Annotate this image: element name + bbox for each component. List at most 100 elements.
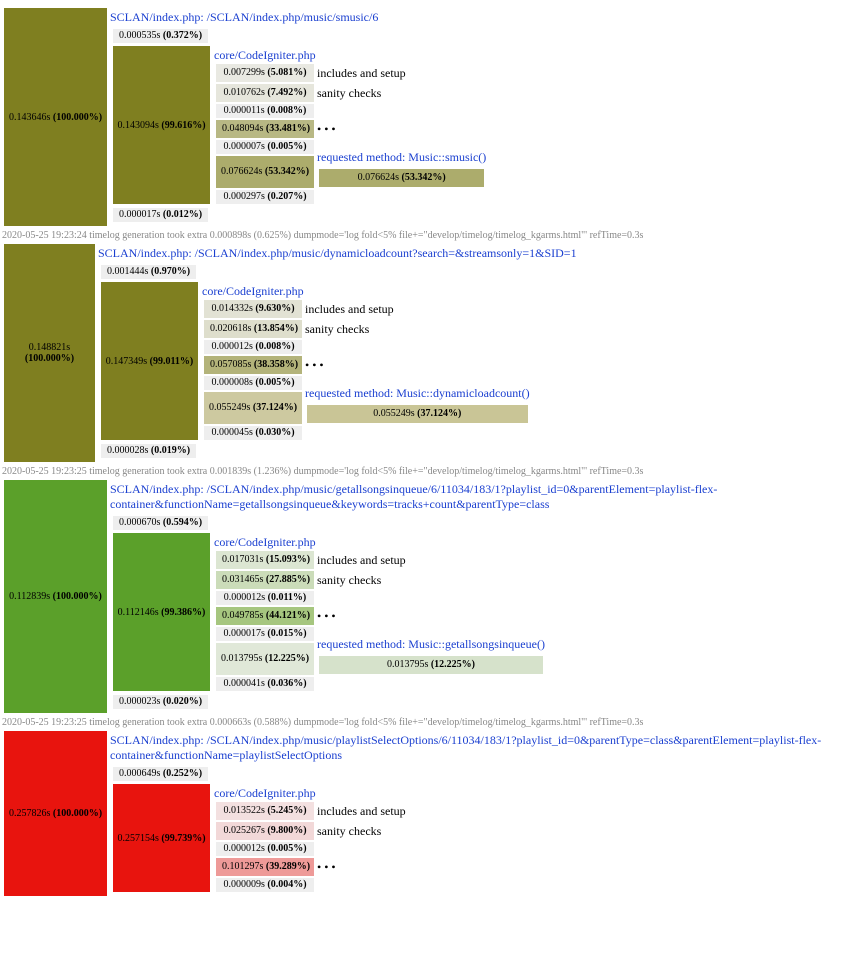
timing-block: 0.143646s (100.000%) SCLAN/index.php: /SC… (4, 8, 856, 226)
tail-timing: 0.000017s (0.012%) (113, 208, 209, 222)
timing-cell: 0.031465s (27.885%) (216, 571, 314, 589)
time: 0.000649s (119, 768, 161, 779)
row-label: • • • (317, 608, 336, 623)
method-link[interactable]: requested method: Music::getallsongsinqu… (317, 636, 545, 651)
timing-row: 0.010762s (7.492%) sanity checks (213, 84, 486, 102)
core-timing: 0.147349s (99.011%) (106, 356, 194, 367)
time: 0.000023s (119, 696, 161, 707)
method: requested method: Music::dynamicloadcoun… (305, 386, 530, 424)
cell-text: 0.000012s (0.008%) (211, 341, 294, 352)
timing-cell: 0.000009s (0.004%) (216, 878, 314, 892)
cell-text: 0.049785s (44.121%) (222, 610, 310, 621)
core-section: 0.147349s (99.011%) core/CodeIgniter.php 0… (101, 282, 577, 440)
row-label: includes and setup (317, 552, 406, 567)
time: 0.257154s (117, 832, 159, 844)
percent: (12.225%) (264, 653, 310, 664)
percent: (5.245%) (267, 805, 307, 816)
row-label: includes and setup (317, 803, 406, 818)
url-link[interactable]: SCLAN/index.php: /SCLAN/index.php/music/… (110, 10, 379, 24)
timing-row: 0.000041s (0.036%) (213, 677, 545, 691)
timing-row: 0.000045s (0.030%) (201, 426, 530, 440)
time: 0.147349s (105, 355, 148, 367)
timing-row: 0.101297s (39.289%) • • • (213, 858, 406, 876)
cell-text: 0.000007s (0.005%) (223, 141, 306, 152)
core-section: 0.143094s (99.616%) core/CodeIgniter.php 0… (113, 46, 486, 204)
method-timing: 0.013795s (12.225%) (319, 655, 543, 674)
row-label: sanity checks (317, 572, 382, 587)
url-link[interactable]: SCLAN/index.php: /SCLAN/index.php/music/… (98, 246, 577, 260)
cell-text: 0.013522s (5.245%) (223, 805, 306, 816)
percent: (12.225%) (430, 658, 476, 670)
percent: (9.630%) (255, 303, 295, 314)
time: 0.055249s (373, 407, 415, 419)
percent: (99.739%) (161, 832, 206, 844)
time: 0.020618s (210, 323, 252, 334)
time: 0.000009s (223, 879, 265, 890)
timing-row: 0.055249s (37.124%) requested method: Mus… (201, 386, 530, 424)
time: 0.000017s (223, 628, 265, 639)
time: 0.048094s (222, 123, 264, 134)
pre-timing: 0.000649s (0.252%) (113, 767, 209, 781)
core-bar: 0.257154s (99.739%) (113, 784, 210, 892)
cell-text: 0.031465s (27.885%) (222, 574, 310, 585)
time: 0.055249s (208, 402, 251, 413)
url-link[interactable]: SCLAN/index.php: /SCLAN/index.php/music/… (110, 482, 718, 511)
block-detail: SCLAN/index.php: /SCLAN/index.php/music/… (95, 244, 577, 462)
core-label[interactable]: core/CodeIgniter.php (202, 284, 304, 298)
timing-cell: 0.000007s (0.005%) (216, 140, 314, 154)
timing-row: 0.000007s (0.005%) (213, 140, 486, 154)
timing-row: 0.000017s (0.015%) (213, 627, 545, 641)
percent: (100.000%) (52, 111, 103, 123)
core-label[interactable]: core/CodeIgniter.php (214, 48, 316, 62)
url-link[interactable]: SCLAN/index.php: /SCLAN/index.php/music/… (110, 733, 822, 762)
core-bar: 0.147349s (99.011%) (101, 282, 198, 440)
block-detail: SCLAN/index.php: /SCLAN/index.php/music/… (107, 731, 856, 896)
root-bar: 0.112839s (100.000%) (4, 480, 107, 713)
timing-cell: 0.017031s (15.093%) (216, 551, 314, 569)
time: 0.000007s (223, 141, 265, 152)
cell-text: 0.000012s (0.011%) (224, 592, 307, 603)
timing-block: 0.257826s (100.000%) SCLAN/index.php: /SC… (4, 731, 856, 896)
core-timing: 0.143094s (99.616%) (117, 120, 205, 131)
cell-text: 0.055249s (37.124%) (209, 402, 297, 414)
core-label[interactable]: core/CodeIgniter.php (214, 535, 316, 549)
timing-row: 0.000009s (0.004%) (213, 878, 406, 892)
time: 0.049785s (222, 610, 264, 621)
time: 0.076624s (220, 166, 263, 177)
cell-text: 0.010762s (7.492%) (223, 87, 306, 98)
log-line: 2020-05-25 19:23:24 timelog generation t… (2, 230, 644, 241)
percent: (0.004%) (267, 879, 307, 890)
method-link[interactable]: requested method: Music::dynamicloadcoun… (305, 385, 530, 400)
timing-cell: 0.000011s (0.008%) (216, 104, 314, 118)
tail-timing: 0.000028s (0.019%) (101, 444, 197, 458)
core-timing: 0.112146s (99.386%) (118, 607, 206, 618)
row-label: includes and setup (305, 301, 394, 316)
percent: (53.342%) (401, 171, 446, 183)
cell-text: 0.017031s (15.093%) (222, 554, 310, 565)
log-line: 2020-05-25 19:23:25 timelog generation t… (2, 717, 644, 728)
percent: (9.800%) (267, 825, 307, 836)
timing-row: 0.000012s (0.011%) (213, 591, 545, 605)
core-section: 0.112146s (99.386%) core/CodeIgniter.php 0… (113, 533, 856, 691)
row-label: sanity checks (317, 85, 382, 100)
row-label: sanity checks (305, 321, 370, 336)
timing-cell: 0.013522s (5.245%) (216, 802, 314, 820)
percent: (0.011%) (267, 592, 307, 603)
percent: (5.081%) (267, 67, 307, 78)
core-section: 0.257154s (99.739%) core/CodeIgniter.php 0… (113, 784, 856, 892)
row-label: sanity checks (317, 823, 382, 838)
time: 0.010762s (223, 87, 265, 98)
percent: (0.005%) (267, 843, 307, 854)
timing-row: 0.031465s (27.885%) sanity checks (213, 571, 545, 589)
timing-row: 0.025267s (9.800%) sanity checks (213, 822, 406, 840)
method-link[interactable]: requested method: Music::smusic() (317, 149, 487, 164)
block-detail: SCLAN/index.php: /SCLAN/index.php/music/… (107, 8, 486, 226)
time: 0.017031s (222, 554, 264, 565)
timing-cell: 0.076624s (53.342%) (216, 156, 314, 188)
timing-cell: 0.000041s (0.036%) (216, 677, 314, 691)
time: 0.000017s (119, 209, 161, 220)
core-rows: core/CodeIgniter.php 0.017031s (15.093%) i… (210, 533, 545, 691)
root-bar: 0.257826s (100.000%) (4, 731, 107, 896)
core-label[interactable]: core/CodeIgniter.php (214, 786, 316, 800)
cell-text: 0.101297s (39.289%) (222, 861, 310, 872)
